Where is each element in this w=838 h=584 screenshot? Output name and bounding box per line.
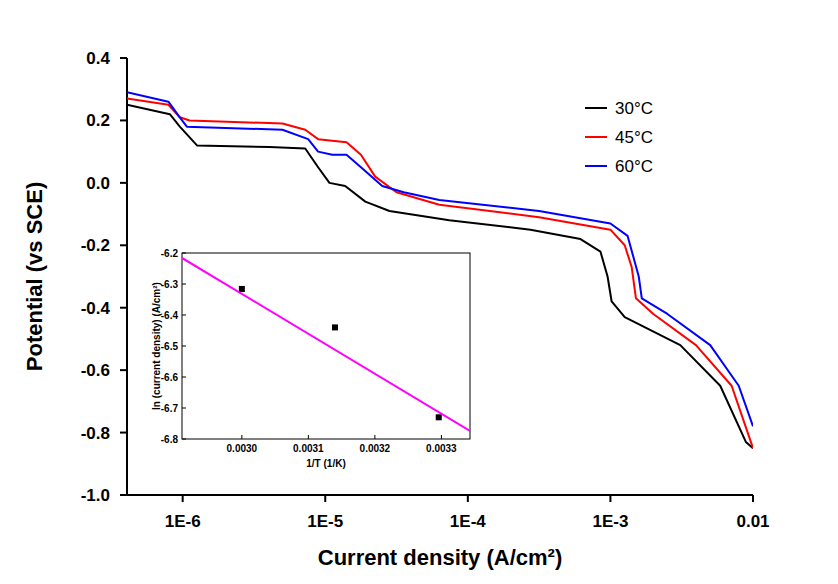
- y-tick: [120, 182, 127, 184]
- x-tick: [374, 435, 375, 439]
- y-axis-title: Potential (vs SCE): [22, 182, 47, 371]
- x-tick-label: 1E-4: [450, 512, 486, 531]
- inset-background: [182, 253, 470, 439]
- legend-swatch: [585, 107, 607, 109]
- y-tick-label: -6.6: [161, 372, 179, 383]
- x-tick: [308, 435, 309, 439]
- x-tick-label: 0.0032: [360, 443, 391, 454]
- y-axis-line: [126, 58, 128, 495]
- legend-label: 30°C: [615, 99, 653, 118]
- x-tick-label: 0.0031: [293, 443, 324, 454]
- plot-frame: [182, 253, 470, 439]
- x-axis-title: Current density (A/cm²): [318, 545, 562, 570]
- legend: 30°C 45°C 60°C: [585, 99, 653, 176]
- scatter-point: [332, 324, 338, 330]
- x-tick: [182, 495, 184, 502]
- x-tick: [241, 435, 242, 439]
- y-tick-label: -6.4: [161, 310, 179, 321]
- y-tick: [120, 307, 127, 309]
- x-tick: [441, 435, 442, 439]
- scatter-point: [239, 286, 245, 292]
- y-tick-label: -6.3: [161, 279, 179, 290]
- series-line: [127, 99, 753, 449]
- y-tick: [182, 377, 186, 378]
- legend-swatch: [585, 136, 607, 138]
- chart-canvas: 1E-6 1E-5 1E-4 1E-3 0.01 -1.0 -0.8 -0.6 -0.4 -0.2…: [0, 0, 838, 584]
- plot-data: [182, 258, 470, 431]
- y-tick: [120, 369, 127, 371]
- y-tick: [182, 408, 186, 409]
- background: [0, 0, 838, 584]
- y-tick-label: -6.5: [161, 341, 179, 352]
- series-line: [182, 258, 470, 431]
- y-tick: [120, 119, 127, 121]
- y-tick: [182, 315, 186, 316]
- series-line: [127, 105, 753, 448]
- y-tick: [182, 439, 186, 440]
- y-tick: [120, 244, 127, 246]
- x-tick: [752, 495, 754, 502]
- y-tick-label: -6.7: [161, 403, 179, 414]
- legend-label: 60°C: [615, 157, 653, 176]
- x-axis-line: [127, 494, 753, 496]
- y-tick-label: 0.4: [86, 49, 110, 68]
- legend-swatch: [585, 165, 607, 167]
- x-axis-title: 1/T (1/K): [306, 458, 345, 469]
- y-tick: [120, 57, 127, 59]
- y-tick: [120, 432, 127, 434]
- scatter-point: [436, 414, 442, 420]
- x-tick: [324, 495, 326, 502]
- chart: 1E-6 1E-5 1E-4 1E-3 0.01 -1.0 -0.8 -0.6 -0.4 -0.2…: [22, 49, 770, 570]
- legend-label: 45°C: [615, 128, 653, 147]
- y-tick-label: 0.2: [86, 111, 110, 130]
- x-tick-label: 0.01: [736, 512, 769, 531]
- y-tick-label: -1.0: [81, 486, 110, 505]
- chart: 0.0030 0.0031 0.0032 0.0033 -6.8 -6.7 -6.6 -6.5…: [151, 248, 470, 470]
- y-tick: [120, 494, 127, 496]
- x-tick: [609, 495, 611, 502]
- y-tick-label: -0.6: [81, 361, 110, 380]
- y-tick-label: -0.8: [81, 424, 110, 443]
- x-tick-label: 0.0033: [426, 443, 457, 454]
- x-tick-label: 1E-6: [165, 512, 201, 531]
- y-tick: [182, 253, 186, 254]
- y-tick: [182, 284, 186, 285]
- x-tick-label: 1E-3: [592, 512, 628, 531]
- y-tick-label: -0.2: [81, 236, 110, 255]
- plot-data: [127, 92, 753, 448]
- x-tick-label: 1E-5: [307, 512, 343, 531]
- y-tick-label: 0.0: [86, 174, 110, 193]
- x-tick-label: 0.0030: [227, 443, 258, 454]
- x-tick: [467, 495, 469, 502]
- y-tick-label: -6.2: [161, 248, 179, 259]
- y-tick: [182, 346, 186, 347]
- y-tick-label: -0.4: [81, 299, 111, 318]
- y-tick-label: -6.8: [161, 434, 179, 445]
- y-axis-title: ln (current density) (A/cm²): [151, 282, 162, 410]
